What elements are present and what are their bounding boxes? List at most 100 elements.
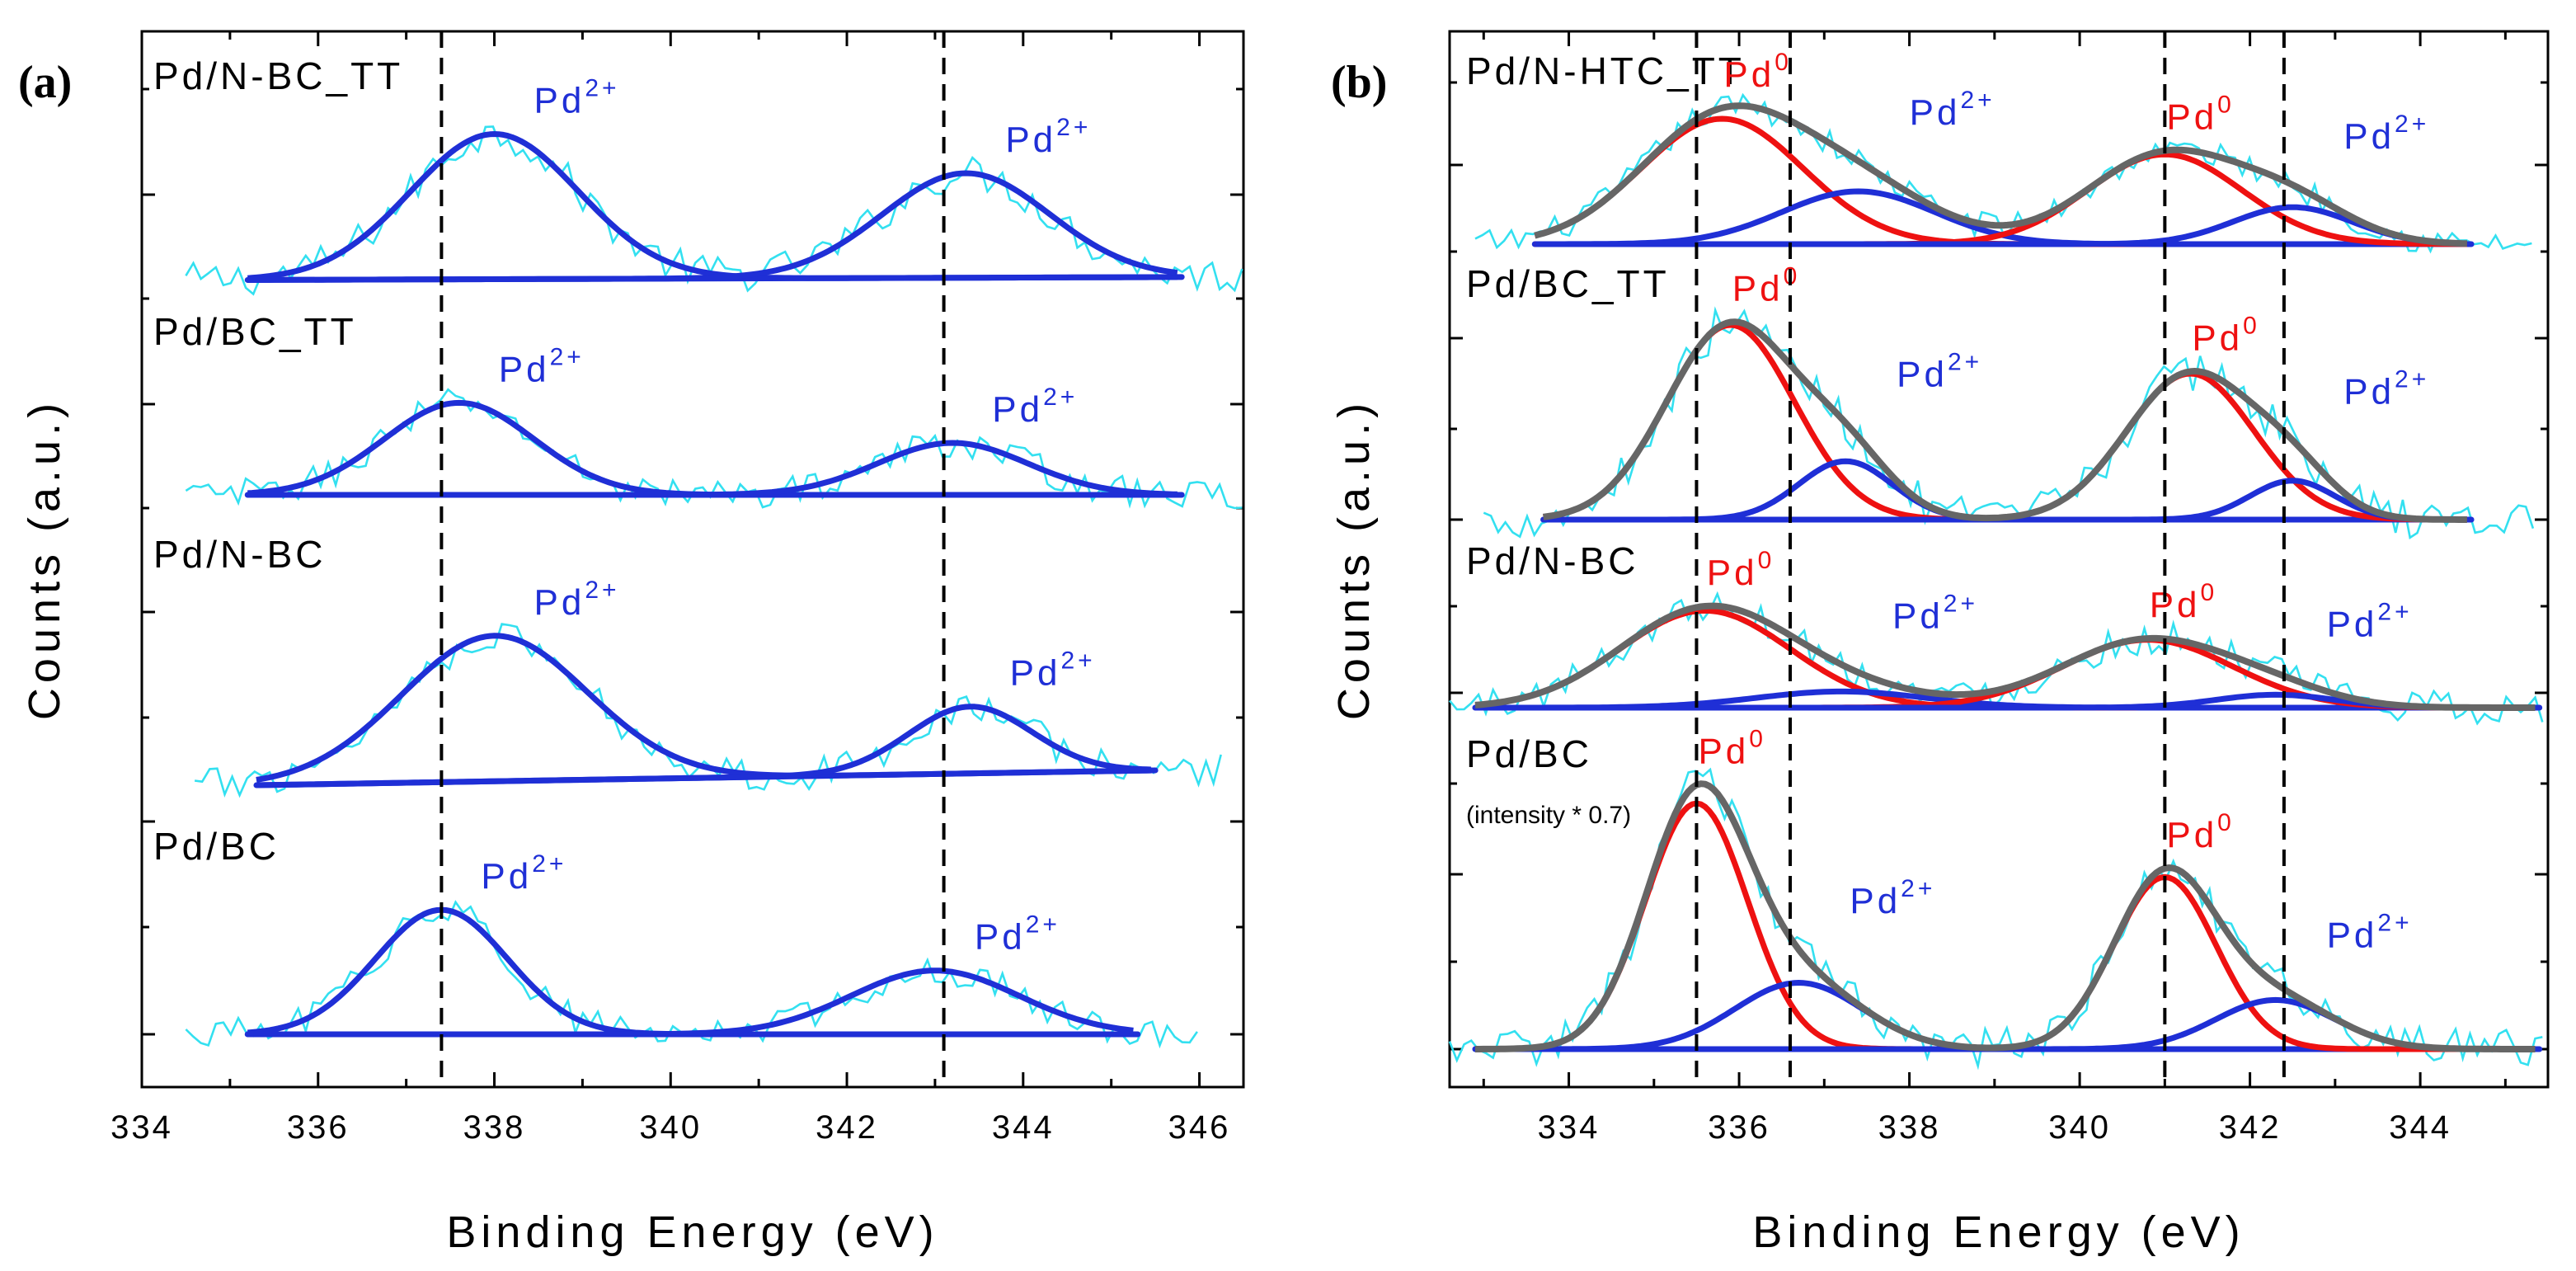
pd0-label: Pd0: [2166, 809, 2235, 855]
species-name: Pd: [499, 349, 550, 389]
species-charge: 0: [2217, 92, 2235, 119]
species-name: Pd: [2166, 97, 2217, 138]
species-charge: 0: [1749, 726, 1766, 753]
species-charge: 2+: [585, 577, 619, 604]
fit-envelope-line: [1534, 102, 2467, 247]
fit-envelope-line: [1474, 602, 2536, 711]
chart-panel-b: 334 336 338 340 342 344 Binding Energy (eV) Cou…: [1329, 30, 2550, 1257]
pd2-component-peak: [247, 131, 1178, 281]
sample-label: Pd/N-HTC_TT: [1466, 49, 1745, 92]
species-charge: 2+: [1948, 348, 1982, 375]
pd2-component-peak: [1543, 478, 2467, 523]
species-name: Pd: [1698, 732, 1749, 772]
species-charge: 0: [1775, 49, 1792, 76]
pd2-component-peak: [247, 440, 1178, 498]
species-charge: 2+: [1960, 87, 1995, 114]
species-name: Pd: [481, 856, 532, 897]
y-axis-title: Counts (a.u.): [1329, 398, 1379, 720]
pd0-label: Pd0: [1707, 547, 1775, 593]
species-name: Pd: [2343, 372, 2395, 412]
species-name: Pd: [1707, 553, 1758, 593]
raw-spectrum-line: [1483, 306, 2535, 539]
x-tick-label: 336: [1708, 1109, 1770, 1146]
species-name: Pd: [1723, 54, 1775, 95]
species-name: Pd: [1005, 120, 1056, 160]
species-charge: 2+: [2377, 599, 2412, 626]
pd2-label: Pd2+: [992, 384, 1078, 430]
x-tick-label: 334: [1538, 1109, 1601, 1146]
x-tick-label: 346: [1168, 1109, 1231, 1146]
pd2-label: Pd2+: [975, 911, 1060, 958]
intensity-note: (intensity * 0.7): [1466, 802, 1631, 829]
x-tick-label: 344: [2389, 1109, 2451, 1146]
species-charge: 0: [2217, 809, 2235, 836]
x-axis-title: Binding Energy (eV): [1752, 1207, 2245, 1257]
pd2-component-peak: [256, 633, 1151, 783]
pd0-component-peak: [1475, 873, 2536, 1052]
pd2-label: Pd2+: [534, 75, 620, 121]
pd2-label: Pd2+: [534, 577, 620, 623]
species-name: Pd: [1010, 653, 1061, 694]
x-tick-label: 334: [110, 1109, 173, 1146]
species-charge: 2+: [2395, 111, 2429, 138]
species-charge: 2+: [1061, 647, 1096, 675]
species-charge: 2+: [1043, 384, 1078, 411]
pd2-label: Pd2+: [1910, 87, 1995, 133]
species-charge: 2+: [585, 75, 619, 102]
pd0-label: Pd0: [2166, 92, 2235, 138]
pd2-label: Pd2+: [1010, 647, 1096, 694]
species-name: Pd: [2327, 605, 2378, 645]
x-tick-label: 338: [463, 1109, 526, 1146]
species-name: Pd: [1892, 596, 1944, 637]
pd0-component-peak: [1475, 637, 2536, 711]
panel-letter: (b): [1331, 57, 1387, 108]
pd0-label: Pd0: [1723, 49, 1792, 95]
species-charge: 2+: [1056, 114, 1091, 141]
fit-envelope-line: [1475, 780, 2536, 1052]
raw-spectrum-line: [194, 623, 1222, 798]
pd2-component-peak: [256, 704, 1151, 788]
species-charge: 2+: [1901, 875, 1935, 902]
species-charge: 0: [2201, 579, 2218, 606]
pd0-label: Pd0: [2192, 312, 2260, 358]
x-tick-label: 340: [639, 1109, 702, 1146]
pd2-label: Pd2+: [2343, 366, 2429, 412]
x-tick-label: 340: [2048, 1109, 2111, 1146]
raw-spectrum-line: [185, 125, 1243, 296]
sample-label: Pd/BC: [153, 825, 280, 868]
sample-label: Pd/N-BC_TT: [153, 54, 403, 97]
x-axis-title: Binding Energy (eV): [446, 1207, 938, 1257]
pd2-label: Pd2+: [2327, 599, 2413, 645]
species-name: Pd: [2327, 915, 2378, 955]
species-charge: 2+: [532, 850, 566, 878]
pd2-label: Pd2+: [481, 850, 566, 897]
species-charge: 2+: [2377, 909, 2412, 936]
species-charge: 0: [2243, 312, 2260, 339]
y-axis-title: Counts (a.u.): [20, 398, 69, 720]
sample-label: Pd/BC_TT: [1466, 262, 1670, 305]
sample-label: Pd/N-BC: [1466, 539, 1638, 582]
species-name: Pd: [534, 81, 585, 121]
pd0-label: Pd0: [1698, 726, 1766, 772]
raw-spectrum-line: [185, 388, 1243, 510]
pd2-label: Pd2+: [2343, 111, 2429, 157]
species-charge: 2+: [550, 343, 585, 370]
species-charge: 0: [1758, 547, 1775, 574]
pd2-label: Pd2+: [499, 343, 585, 389]
species-name: Pd: [1910, 92, 1961, 133]
pd2-component-peak: [1475, 996, 2536, 1052]
pd0-label: Pd0: [2150, 579, 2218, 625]
species-name: Pd: [2343, 116, 2395, 157]
chart-panel-a: 334 336 338 340 342 344 346 Binding Energy (eV)…: [18, 30, 1245, 1257]
sample-label: Pd/N-BC: [153, 533, 326, 576]
pd2-label: Pd2+: [1892, 591, 1978, 637]
species-name: Pd: [2192, 318, 2243, 358]
species-name: Pd: [975, 917, 1026, 958]
